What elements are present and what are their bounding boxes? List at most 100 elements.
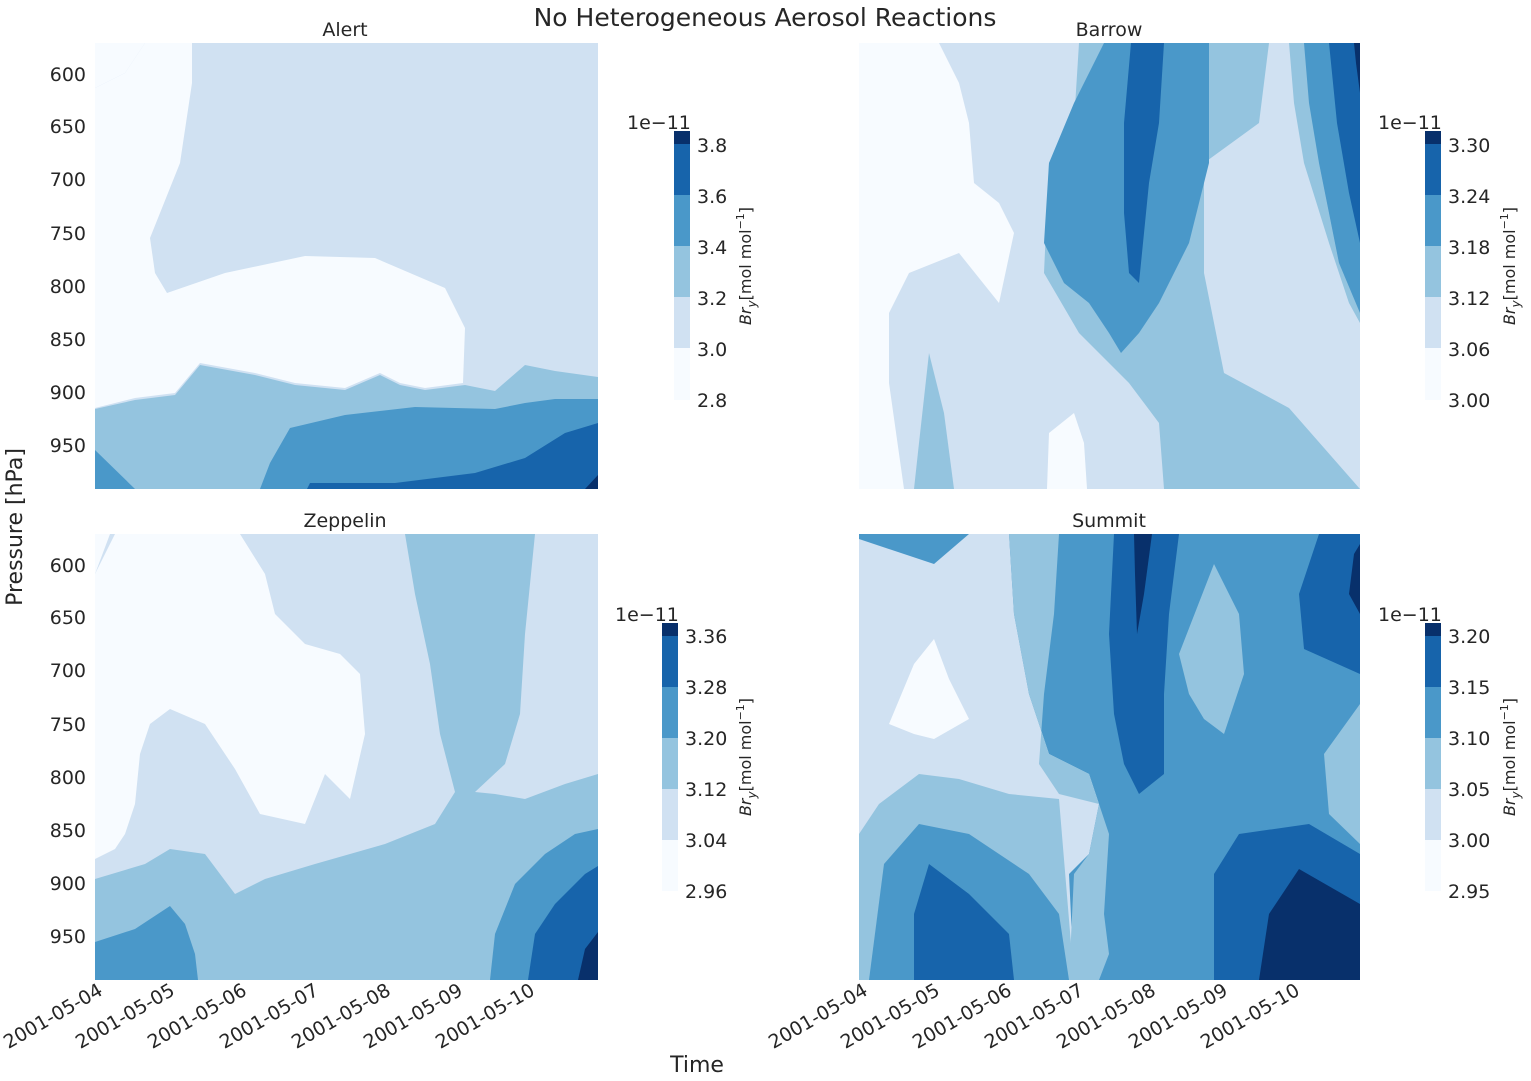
colorbar-label: Bry[mol mol−1]: [1498, 207, 1523, 325]
contour-plot-barrow: [859, 43, 1360, 489]
contour-band: [914, 864, 1014, 980]
colorbar-tick-label: 3.2: [697, 288, 727, 310]
y-tick-label: 900: [50, 382, 86, 404]
colorbar-label: Bry[mol mol−1]: [734, 207, 759, 325]
colorbar-offset: 1e−11: [1378, 112, 1442, 134]
contour-band: [1047, 413, 1087, 489]
colorbar-tick-label: 3.20: [685, 728, 727, 750]
colorbar-swatch: [674, 348, 690, 400]
y-tick-label: 850: [50, 329, 86, 351]
contour-band: [889, 639, 969, 739]
contour-band: [95, 906, 198, 980]
colorbar-label: Bry[mol mol−1]: [734, 698, 759, 816]
colorbar-offset: 1e−11: [615, 604, 679, 626]
colorbar-offset: 1e−11: [627, 112, 691, 134]
panel-title-summit: Summit: [1072, 510, 1146, 532]
colorbar-tick-label: 3.36: [685, 626, 727, 648]
panel-barrow: Barrow 3.00 3.06 3.12 3.18: [859, 19, 1523, 489]
figure-suptitle: No Heterogeneous Aerosol Reactions: [534, 3, 997, 32]
contour-band: [1179, 564, 1244, 734]
colorbar-tick-label: 2.8: [697, 390, 727, 412]
contour-band: [307, 423, 598, 489]
panel-title-alert: Alert: [322, 19, 367, 41]
colorbar-swatch: [662, 840, 678, 891]
colorbar-zeppelin: 2.96 3.04 3.12 3.20 3.28 3.36 1e−11 Bry[…: [615, 604, 759, 903]
contour-band: [1349, 544, 1360, 614]
y-tick-label: 700: [50, 660, 86, 682]
y-tick-label: 700: [50, 169, 86, 191]
panel-title-barrow: Barrow: [1076, 19, 1143, 41]
contour-band: [1354, 43, 1360, 93]
y-tick-label: 750: [50, 223, 86, 245]
colorbar-tick-label: 3.6: [697, 186, 727, 208]
contour-plot-zeppelin: [95, 534, 598, 980]
colorbar-tick-label: 3.05: [1448, 779, 1490, 801]
colorbar-swatch: [674, 144, 690, 195]
colorbar-swatch: [1425, 195, 1441, 246]
panel-zeppelin: Zeppelin 600 650 700 750 800 850 900 950…: [0, 510, 759, 1054]
colorbar-swatch: [1425, 636, 1441, 687]
y-tick-label: 600: [50, 555, 86, 577]
colorbar-barrow: 3.00 3.06 3.12 3.18 3.24 3.30 1e−11 Bry[…: [1378, 112, 1523, 412]
colorbar-swatch: [662, 623, 678, 636]
colorbar-swatch: [674, 195, 690, 246]
contour-band: [1204, 43, 1360, 489]
colorbar-swatch: [1425, 623, 1441, 636]
y-tick-label: 900: [50, 873, 86, 895]
colorbar-swatch: [674, 297, 690, 348]
y-tick-label: 850: [50, 820, 86, 842]
colorbar-tick-label: 3.04: [685, 830, 727, 852]
y-tick-label: 600: [50, 64, 86, 86]
colorbar-swatch: [1425, 297, 1441, 348]
colorbar-tick-label: 2.96: [685, 881, 727, 903]
y-tick-labels-zeppelin: 600 650 700 750 800 850 900 950: [50, 555, 86, 948]
colorbar-tick-label: 3.06: [1448, 339, 1490, 361]
contour-band: [914, 353, 954, 489]
y-tick-label: 950: [50, 435, 86, 457]
colorbar-tick-label: 3.15: [1448, 677, 1490, 699]
colorbar-summit: 2.95 3.00 3.05 3.10 3.15 3.20 1e−11 Bry[…: [1378, 604, 1523, 903]
contour-band: [1259, 869, 1360, 980]
contour-band: [585, 475, 598, 489]
colorbar-alert: 2.8 3.0 3.2 3.4 3.6 3.8 1e−11 Bry[mol mo…: [627, 112, 759, 412]
colorbar-swatch: [1425, 687, 1441, 738]
colorbar-tick-label: 3.00: [1448, 390, 1490, 412]
colorbar-tick-label: 3.24: [1448, 186, 1490, 208]
y-tick-label: 650: [50, 607, 86, 629]
y-tick-label: 800: [50, 767, 86, 789]
colorbar-swatch: [674, 246, 690, 297]
colorbar-swatch: [1425, 840, 1441, 891]
contour-band: [859, 43, 1014, 489]
colorbar-swatch: [674, 131, 690, 144]
contour-band: [1124, 43, 1164, 283]
y-tick-label: 800: [50, 276, 86, 298]
colorbar-tick-label: 3.18: [1448, 237, 1490, 259]
contour-band: [1109, 534, 1179, 794]
y-tick-labels-alert: 600 650 700 750 800 850 900 950: [50, 64, 86, 457]
contour-band: [578, 932, 598, 980]
colorbar-tick-label: 3.0: [697, 339, 727, 361]
contour-band: [475, 534, 598, 799]
contour-band: [1324, 704, 1360, 844]
figure-ylabel: Pressure [hPa]: [3, 448, 28, 606]
contour-band: [95, 534, 365, 859]
colorbar-label: Bry[mol mol−1]: [1498, 698, 1523, 816]
contour-band: [1299, 534, 1360, 674]
colorbar-swatch: [1425, 789, 1441, 840]
contour-band: [859, 534, 969, 564]
colorbar-tick-label: 3.00: [1448, 830, 1490, 852]
colorbar-tick-label: 3.8: [697, 135, 727, 157]
contour-band: [95, 43, 145, 88]
contour-band: [95, 450, 135, 489]
colorbar-swatch: [1425, 246, 1441, 297]
y-tick-label: 750: [50, 714, 86, 736]
contour-plot-alert: [95, 43, 598, 489]
colorbar-swatch: [662, 789, 678, 840]
contour-band: [95, 43, 465, 408]
colorbar-swatch: [662, 636, 678, 687]
contour-plot-summit: [859, 534, 1360, 980]
contour-band: [1009, 534, 1109, 980]
colorbar-swatch: [1425, 738, 1441, 789]
colorbar-tick-label: 3.4: [697, 237, 727, 259]
